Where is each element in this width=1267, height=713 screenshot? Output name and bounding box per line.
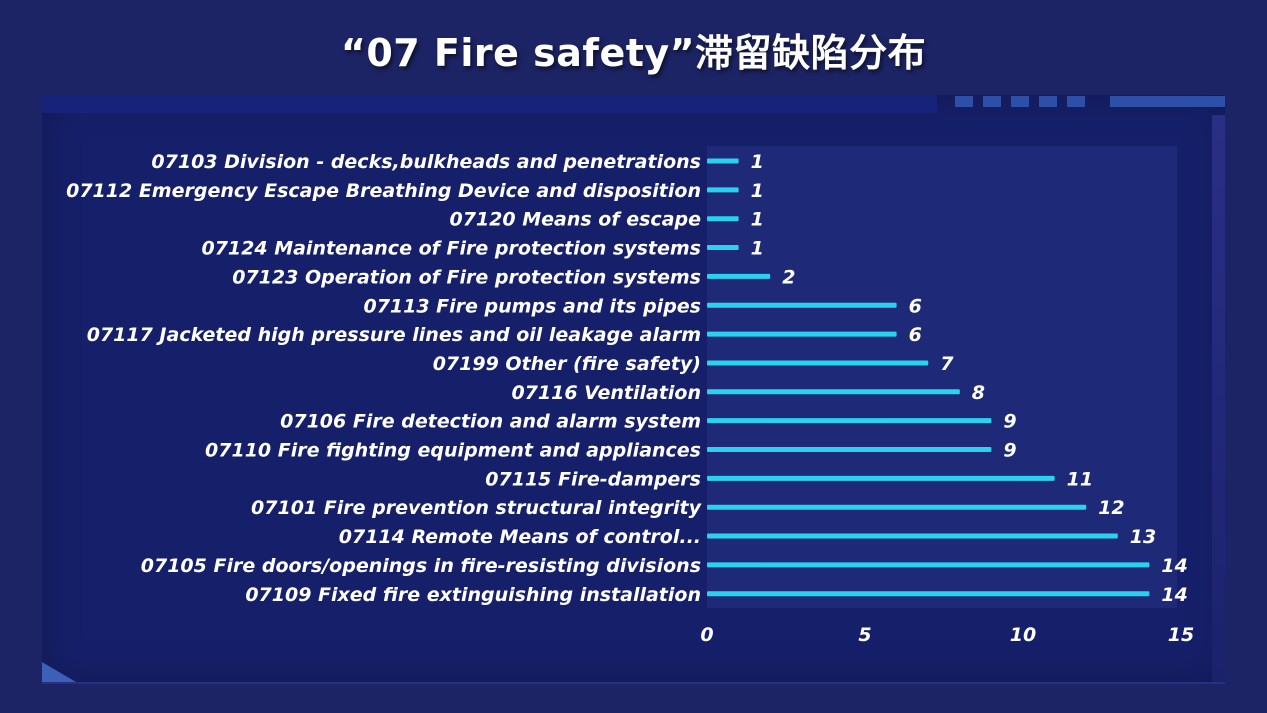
category-label: 07117 Jacketed high pressure lines and o…	[87, 324, 701, 346]
bar	[707, 331, 897, 337]
frame-bar-decoration	[1110, 96, 1225, 107]
value-label: 8	[972, 382, 985, 404]
value-label: 11	[1067, 468, 1093, 490]
plot-area	[707, 146, 1177, 608]
frame-right-decoration	[1212, 115, 1225, 682]
value-label: 9	[1003, 440, 1016, 462]
value-label: 1	[751, 209, 764, 231]
chart-title: “07 Fire safety”滞留缺陷分布	[340, 31, 927, 75]
bar	[707, 245, 739, 251]
value-label: 1	[751, 180, 764, 202]
bar	[707, 158, 739, 164]
value-label: 12	[1098, 497, 1124, 519]
value-label: 9	[1003, 411, 1016, 433]
x-axis-ticks: 0 5 10 15	[700, 624, 1194, 646]
x-tick-label: 0	[700, 624, 713, 646]
bar	[707, 504, 1087, 510]
category-label: 07112 Emergency Escape Breathing Device …	[66, 180, 701, 202]
frame-bottom-line	[42, 682, 1225, 684]
bar	[707, 418, 992, 424]
frame-dash-decoration	[1039, 96, 1057, 107]
bar	[707, 475, 1055, 481]
bar	[707, 187, 739, 193]
x-tick-label: 15	[1168, 624, 1194, 646]
category-label: 07120 Means of escape	[450, 209, 702, 231]
bars	[707, 158, 1150, 597]
category-labels: 07103 Division - decks,bulkheads and pen…	[66, 151, 702, 606]
category-label: 07113 Fire pumps and its pipes	[363, 295, 701, 317]
category-label: 07105 Fire doors/openings in fire-resist…	[141, 555, 701, 577]
bar	[707, 273, 771, 279]
category-label: 07101 Fire prevention structural integri…	[251, 497, 703, 519]
value-label: 13	[1130, 526, 1156, 548]
frame-dash-decoration	[1011, 96, 1029, 107]
corner-triangle-decoration	[42, 662, 76, 682]
bar	[707, 216, 739, 222]
category-label: 07109 Fixed fire extinguishing installat…	[245, 584, 701, 606]
value-label: 6	[909, 324, 922, 346]
bar	[707, 302, 897, 308]
frame-dash-decoration	[955, 96, 973, 107]
x-tick-label: 10	[1010, 624, 1036, 646]
value-label: 14	[1161, 555, 1187, 577]
value-label: 6	[909, 295, 922, 317]
bar	[707, 562, 1150, 568]
value-label: 1	[751, 151, 764, 173]
category-label: 07124 Maintenance of Fire protection sys…	[201, 238, 701, 260]
value-label: 14	[1161, 584, 1187, 606]
value-label: 1	[751, 238, 764, 260]
category-label: 07123 Operation of Fire protection syste…	[232, 266, 701, 288]
category-label: 07115 Fire-dampers	[485, 468, 701, 490]
bar	[707, 447, 992, 452]
frame-dash-decoration	[983, 96, 1001, 107]
category-label: 07114 Remote Means of control...	[339, 526, 701, 548]
frame-top-decoration	[42, 95, 937, 113]
value-label: 7	[940, 353, 954, 375]
category-label: 07199 Other (fire safety)	[433, 353, 701, 375]
value-label: 2	[782, 266, 795, 288]
x-tick-label: 5	[858, 624, 871, 646]
bar	[707, 533, 1118, 539]
bar	[707, 389, 960, 395]
category-label: 07110 Fire fighting equipment and applia…	[205, 440, 701, 462]
bar	[707, 591, 1150, 597]
category-label: 07116 Ventilation	[511, 382, 701, 404]
category-label: 07103 Division - decks,bulkheads and pen…	[151, 151, 701, 173]
category-label: 07106 Fire detection and alarm system	[280, 411, 701, 433]
frame-dash-decoration	[1067, 96, 1085, 107]
bar	[707, 360, 929, 366]
